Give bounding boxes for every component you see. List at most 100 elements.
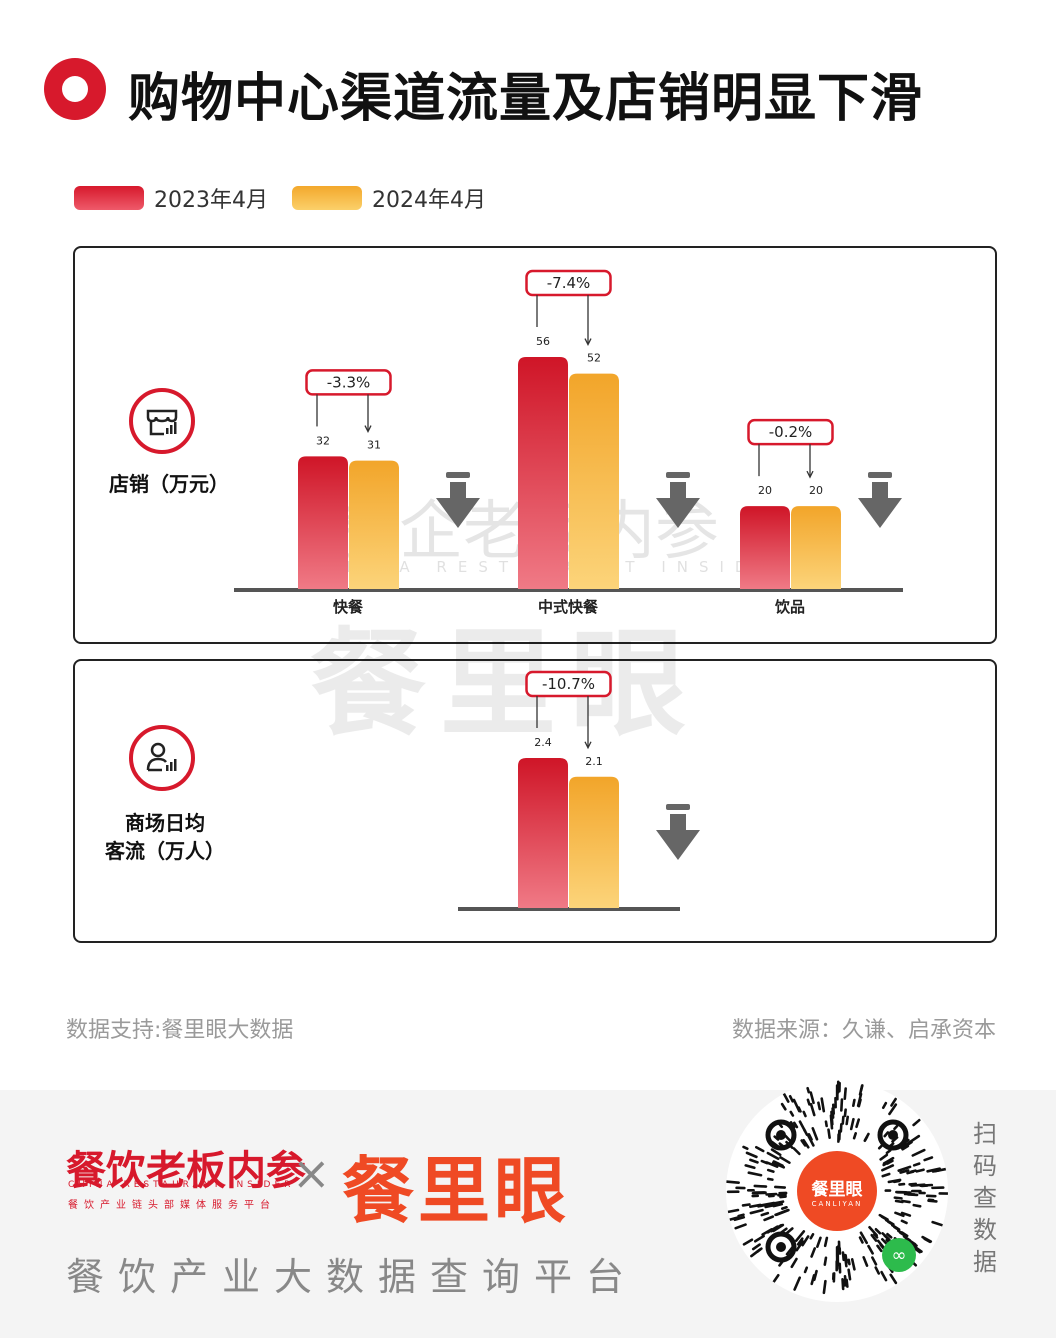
change-badge: [525, 269, 612, 297]
qr-module: [894, 1199, 904, 1204]
qr-module: [858, 1236, 864, 1244]
decline-arrow-icon: [656, 482, 700, 528]
qr-module: [845, 1115, 850, 1126]
qr-module: [801, 1235, 810, 1247]
qr-module: [811, 1127, 819, 1141]
qr-module: [823, 1236, 829, 1248]
qr-module: [803, 1266, 809, 1274]
qr-module: [792, 1147, 801, 1156]
qr-module: [901, 1199, 911, 1204]
qr-module: [809, 1233, 815, 1240]
bar-value-label: 31: [367, 439, 381, 452]
qr-module: [800, 1139, 807, 1147]
qr-finder-dot: [776, 1130, 786, 1140]
qr-module: [876, 1244, 883, 1253]
qr-module: [806, 1086, 811, 1094]
bar-value-label: 2.1: [585, 755, 603, 768]
qr-module: [802, 1138, 810, 1149]
brand-restaurant-insider-sub: 餐饮产业链头部媒体服务平台: [68, 1200, 276, 1211]
qr-module: [883, 1131, 890, 1138]
qr-module: [790, 1257, 798, 1269]
qr-module: [844, 1254, 848, 1265]
qr-center-logo: 餐里眼 CANLIYAN: [797, 1151, 877, 1231]
qr-module: [908, 1182, 918, 1186]
qr-module: [870, 1233, 878, 1242]
qr-module: [823, 1256, 828, 1266]
qr-module: [923, 1156, 934, 1162]
qr-module: [822, 1279, 827, 1295]
qr-module: [737, 1213, 745, 1218]
bar: [791, 506, 841, 589]
qr-module: [886, 1159, 894, 1165]
qr-center-text: 餐里眼: [811, 1179, 863, 1200]
qr-module: [850, 1258, 856, 1271]
qr-module: [900, 1211, 912, 1217]
brand-restaurant-insider: 餐饮老板内参: [66, 1147, 306, 1194]
qr-module: [792, 1098, 801, 1113]
qr-code[interactable]: 餐里眼 CANLIYAN ∞: [726, 1080, 948, 1302]
qr-module: [809, 1091, 815, 1105]
change-badge: [305, 369, 392, 396]
qr-module: [843, 1087, 847, 1101]
qr-module: [894, 1211, 905, 1218]
qr-module: [774, 1185, 787, 1189]
qr-module: [906, 1170, 915, 1175]
qr-module: [863, 1132, 870, 1142]
traffic-panel-label: 商场日均 客流（万人）: [105, 809, 225, 865]
change-badge: [747, 418, 834, 446]
qr-module: [901, 1144, 910, 1151]
qr-module: [779, 1156, 791, 1164]
qr-module: [915, 1168, 925, 1173]
traffic-label-line1: 商场日均: [125, 811, 205, 835]
decline-arrow-icon: [436, 482, 480, 528]
qr-module: [888, 1103, 898, 1116]
qr-module: [755, 1145, 765, 1153]
qr-module: [849, 1117, 855, 1131]
qr-module: [859, 1084, 864, 1092]
data-support-note: 数据支持:餐里眼大数据: [66, 1018, 294, 1043]
qr-module: [841, 1115, 845, 1125]
qr-module: [912, 1118, 921, 1127]
category-label: 饮品: [774, 598, 805, 616]
legend-label-2024: 2024年4月: [372, 188, 486, 213]
bar-value-label: 52: [587, 352, 601, 365]
qr-module: [802, 1110, 807, 1118]
qr-module: [766, 1168, 775, 1173]
brand-times-sign: ×: [292, 1146, 331, 1200]
qr-module: [830, 1110, 834, 1126]
qr-module: [810, 1247, 817, 1258]
change-arrowhead: [806, 470, 814, 479]
category-label: 中式快餐: [538, 598, 599, 616]
change-badge-label: -7.4%: [547, 274, 591, 292]
qr-finder: [765, 1231, 797, 1263]
qr-module: [806, 1098, 811, 1106]
qr-module: [879, 1153, 889, 1161]
qr-module: [931, 1169, 941, 1173]
qr-finder: [877, 1119, 909, 1151]
qr-module: [770, 1148, 782, 1157]
qr-module: [789, 1110, 795, 1117]
bar-value-label: 2.4: [534, 736, 552, 749]
qr-module: [816, 1236, 822, 1248]
qr-module: [749, 1203, 762, 1209]
qr-module: [898, 1231, 906, 1237]
change-arrowhead: [364, 425, 372, 434]
qr-module: [741, 1203, 751, 1207]
qr-module: [882, 1156, 895, 1165]
qr-module: [867, 1244, 874, 1255]
qr-module: [780, 1102, 787, 1111]
qr-module: [745, 1151, 758, 1159]
qr-module: [847, 1258, 851, 1266]
qr-module: [874, 1227, 882, 1235]
brand-tagline: 餐饮产业大数据查询平台: [66, 1255, 639, 1299]
qr-module: [892, 1179, 901, 1184]
decline-arrow-icon: [446, 472, 470, 478]
qr-module: [913, 1247, 922, 1254]
decline-arrow-icon: [858, 482, 902, 528]
brand-canliyan: 餐里眼: [342, 1149, 571, 1233]
qr-module: [881, 1172, 891, 1178]
qr-module: [734, 1223, 747, 1230]
qr-module: [775, 1208, 790, 1217]
qr-module: [841, 1277, 845, 1291]
watermark-logo-text: 餐里眼: [310, 616, 700, 752]
